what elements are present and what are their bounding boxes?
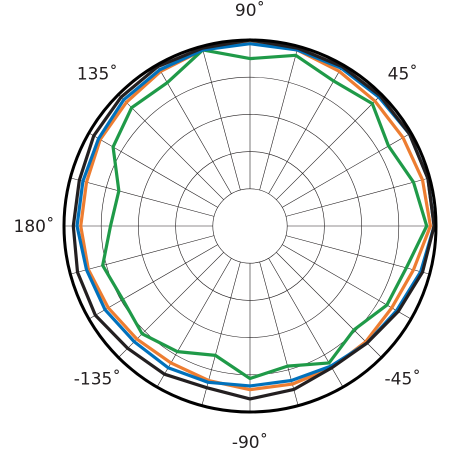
angle-tick-label: -135˚ (74, 369, 121, 390)
angle-tick-label: -90˚ (232, 432, 268, 451)
series-line-3 (75, 42, 436, 388)
angle-tick-label: 90˚ (235, 0, 265, 21)
angular-grid-spoke (156, 258, 232, 388)
polar-grid (64, 40, 436, 412)
series-line-2 (101, 48, 429, 381)
angular-grid-spoke (259, 46, 299, 191)
angular-grid-spoke (285, 235, 430, 275)
angular-grid-spoke (282, 244, 412, 320)
angle-tick-label: -45˚ (385, 369, 421, 390)
angular-grid-spoke (285, 177, 430, 217)
angular-grid-spoke (201, 46, 241, 191)
angular-grid-spoke (156, 64, 232, 194)
angular-grid-spoke (88, 244, 218, 320)
series-group (71, 38, 436, 401)
angular-grid-spoke (70, 177, 215, 217)
outer-rim (62, 38, 438, 414)
angular-grid-spoke (276, 94, 382, 200)
angular-grid-spoke (282, 132, 412, 208)
angle-tick-label: 180˚ (14, 216, 55, 237)
angular-grid-spoke (70, 235, 215, 275)
angular-grid-spoke (276, 252, 382, 358)
radial-grid-circle (212, 188, 288, 264)
angle-tick-label: 135˚ (77, 63, 118, 84)
angular-grid-spoke (268, 64, 344, 194)
series-line-4 (71, 38, 436, 401)
angular-grid-spoke (118, 94, 224, 200)
angle-tick-label: 45˚ (388, 63, 418, 84)
angle-labels: 90˚45˚0˚-45˚-90˚-135˚180˚135˚ (14, 0, 457, 451)
angular-grid-spoke (88, 132, 218, 208)
